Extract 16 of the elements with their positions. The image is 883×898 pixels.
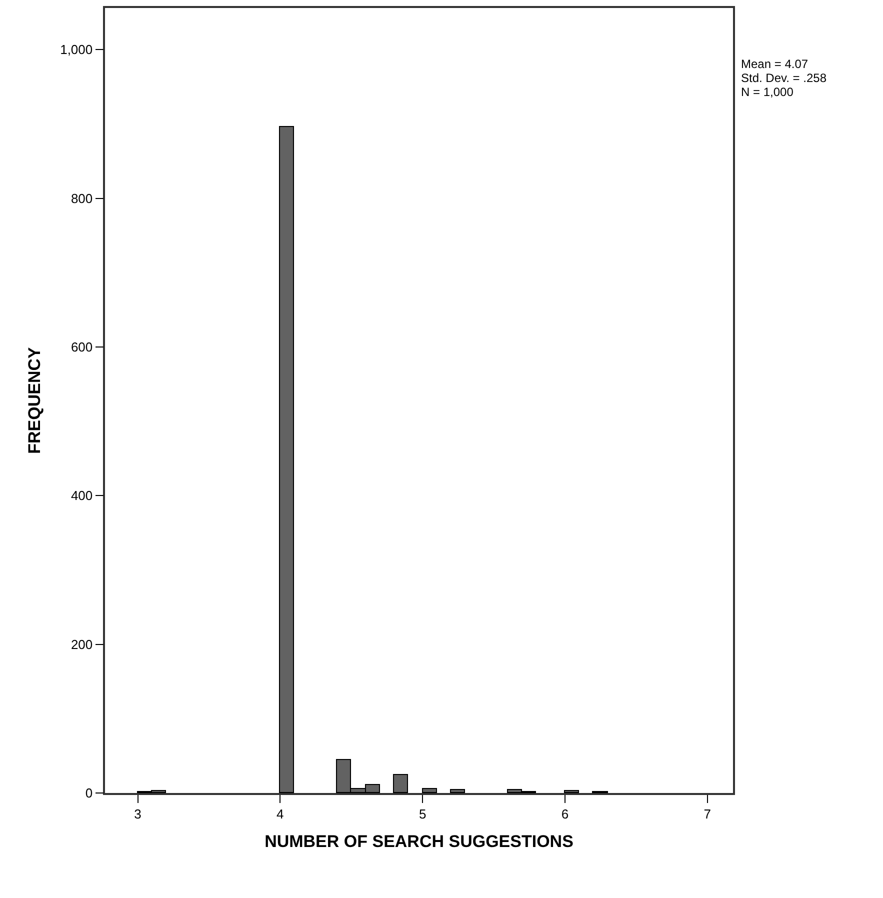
text: Mean = 4.07	[741, 57, 808, 71]
y-tick-label: 800	[70, 190, 93, 206]
y-axis-title: FREQUENCY	[25, 346, 44, 454]
text: N = 1,000	[741, 85, 794, 99]
x-tick-label: 5	[418, 806, 426, 822]
x-tick-label: 4	[276, 806, 284, 822]
y-tick-label: 600	[70, 340, 93, 355]
x-tick-label: 6	[561, 806, 569, 822]
x-tick-label: 7	[704, 806, 711, 822]
y-tick-label: 200	[70, 636, 93, 652]
y-tick-label: 0	[85, 786, 93, 801]
x-tick-label: 3	[134, 806, 142, 822]
y-tick-label: 400	[70, 488, 93, 504]
y-tick-label: 1,000	[60, 42, 93, 58]
x-axis-title: NUMBER OF SEARCH SUGGESTIONS	[264, 832, 574, 852]
text: Std. Dev. = .258	[741, 71, 827, 85]
